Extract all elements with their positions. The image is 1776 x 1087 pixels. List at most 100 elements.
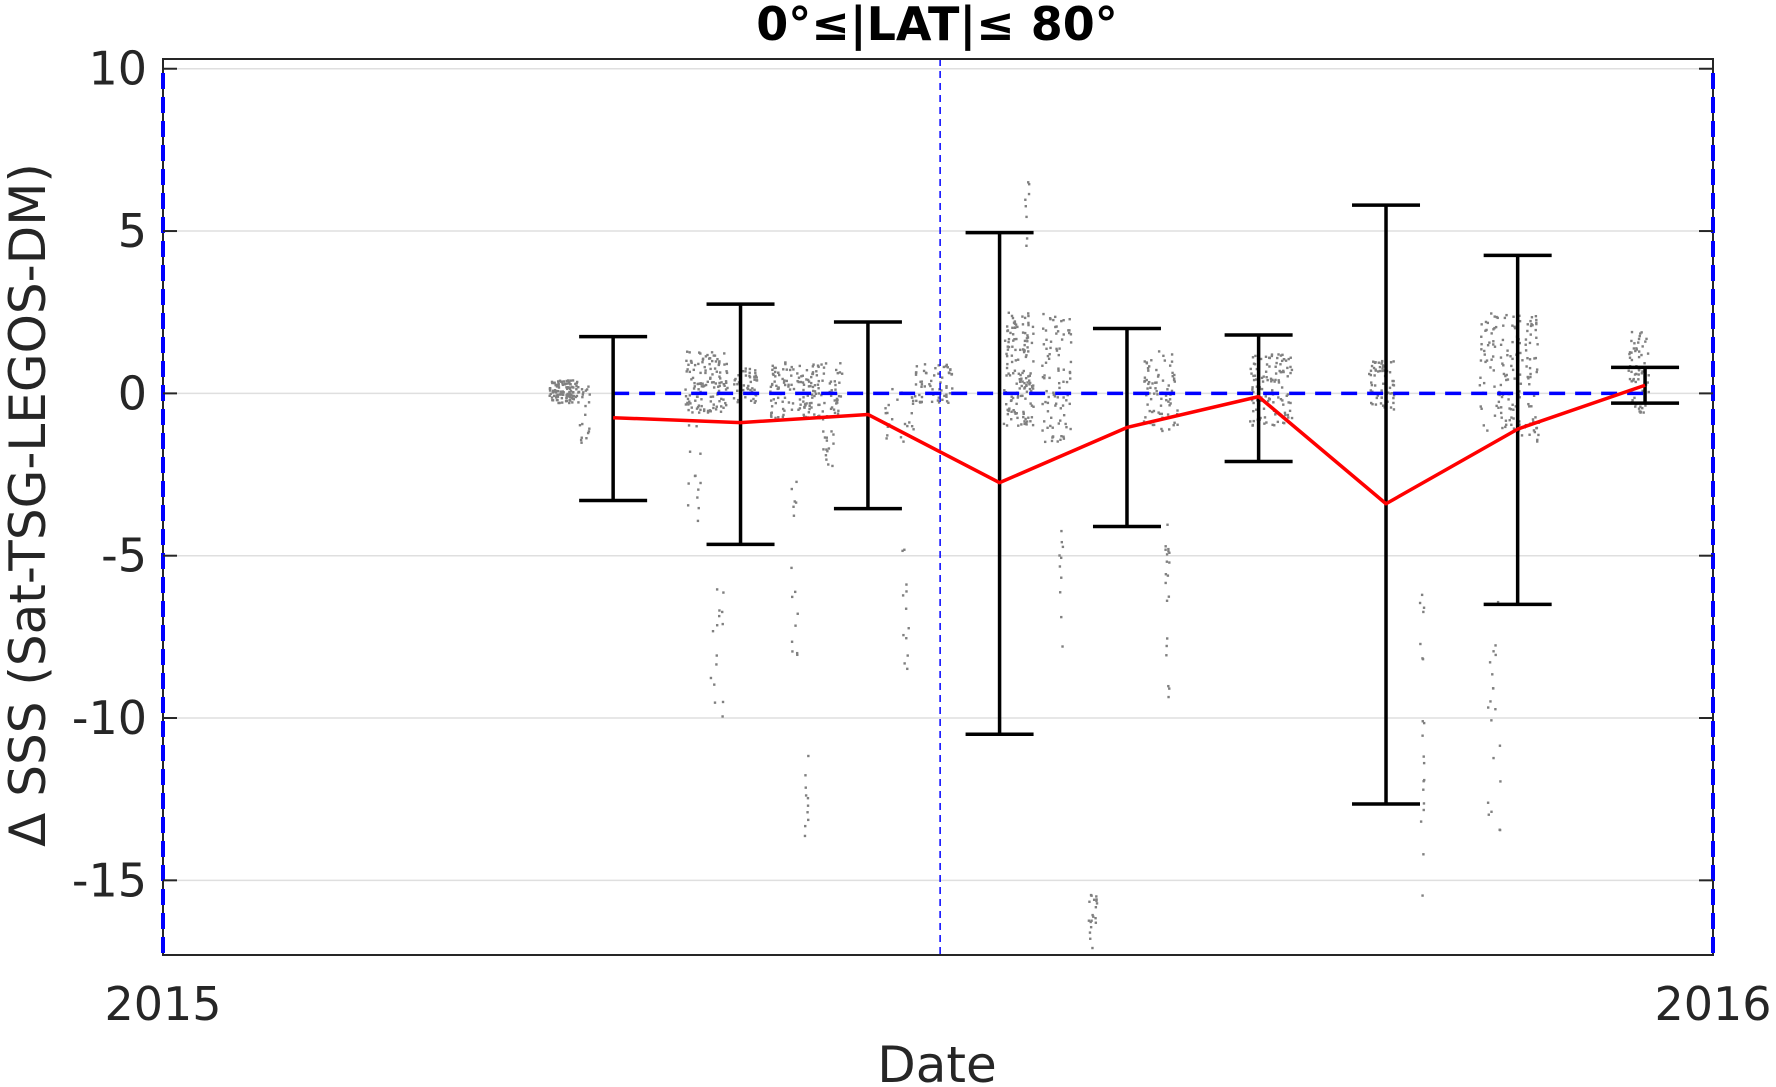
scatter-point	[1060, 540, 1064, 544]
scatter-point	[1647, 374, 1650, 377]
scatter-point	[1023, 422, 1026, 426]
scatter-point	[792, 505, 795, 508]
scatter-point	[920, 385, 923, 389]
scatter-point	[813, 394, 816, 398]
scatter-point	[1025, 383, 1028, 387]
scatter-point	[715, 624, 719, 627]
scatter-point	[577, 390, 581, 394]
scatter-point	[1286, 393, 1290, 396]
scatter-point	[1015, 402, 1018, 406]
scatter-point	[1637, 369, 1641, 372]
scatter-point	[783, 383, 787, 387]
scatter-point	[1041, 402, 1044, 406]
scatter-point	[1146, 403, 1149, 406]
scatter-point	[811, 371, 815, 374]
scatter-point	[568, 401, 571, 405]
scatter-point	[815, 374, 819, 377]
scatter-point	[1273, 380, 1276, 383]
scatter-point	[811, 372, 815, 376]
scatter-point	[1634, 349, 1637, 353]
scatter-point	[718, 381, 721, 385]
scatter-point	[783, 409, 786, 412]
scatter-point	[1048, 352, 1051, 356]
scatter-point	[571, 385, 574, 389]
scatter-point	[1489, 366, 1492, 369]
scatter-point	[1158, 412, 1162, 416]
scatter-point	[715, 370, 719, 373]
scatter-point	[1005, 366, 1009, 370]
scatter-point	[1027, 192, 1031, 196]
scatter-point	[1166, 637, 1169, 640]
scatter-point	[1251, 386, 1254, 389]
scatter-point	[1374, 361, 1377, 364]
scatter-point	[1043, 420, 1046, 423]
scatter-point	[806, 804, 810, 807]
scatter-point	[1055, 347, 1058, 351]
scatter-point	[944, 365, 948, 368]
scatter-point	[1272, 401, 1275, 404]
scatter-point	[1145, 361, 1148, 364]
scatter-point	[829, 407, 833, 411]
scatter-point	[1508, 418, 1511, 422]
scatter-point	[800, 375, 803, 378]
scatter-point	[1488, 341, 1491, 344]
scatter-point	[726, 386, 729, 390]
scatter-point	[568, 391, 571, 395]
scatter-point	[810, 381, 813, 385]
scatter-point	[1392, 401, 1395, 405]
scatter-point	[1018, 380, 1022, 384]
scatter-point	[1381, 367, 1384, 370]
scatter-point	[1263, 416, 1267, 419]
scatter-point	[812, 363, 815, 366]
scatter-point	[1155, 389, 1158, 393]
scatter-point	[1022, 369, 1026, 373]
scatter-point	[1149, 397, 1153, 401]
scatter-point	[724, 401, 727, 405]
scatter-point	[1512, 408, 1515, 411]
scatter-point	[775, 384, 778, 388]
scatter-point	[1506, 353, 1509, 357]
scatter-point	[1045, 389, 1048, 393]
scatter-point	[1025, 244, 1028, 247]
scatter-point	[578, 424, 582, 427]
scatter-point	[1529, 372, 1532, 376]
scatter-point	[1504, 423, 1508, 426]
scatter-point	[1017, 424, 1020, 427]
scatter-point	[1382, 365, 1385, 368]
scatter-point	[1480, 335, 1483, 338]
scatter-point	[1154, 381, 1157, 384]
scatter-point	[1252, 374, 1255, 378]
scatter-point	[790, 374, 793, 377]
scatter-point	[1007, 345, 1011, 349]
scatter-point	[575, 382, 578, 385]
scatter-point	[1173, 380, 1177, 383]
scatter-point	[839, 395, 843, 398]
scatter-point	[697, 404, 701, 407]
scatter-point	[552, 390, 555, 394]
scatter-point	[1261, 380, 1265, 383]
scatter-point	[1422, 853, 1425, 856]
scatter-point	[1143, 376, 1147, 379]
scatter-point	[704, 369, 707, 372]
scatter-point	[695, 407, 699, 410]
scatter-point	[1274, 378, 1277, 382]
scatter-point	[1628, 356, 1632, 359]
scatter-point	[1016, 416, 1019, 420]
scatter-point	[697, 488, 700, 491]
scatter-point	[1278, 369, 1281, 373]
scatter-point	[774, 401, 777, 405]
scatter-point	[1373, 384, 1377, 387]
scatter-point	[1044, 400, 1047, 404]
scatter-point	[699, 481, 702, 485]
scatter-point	[1021, 394, 1024, 397]
scatter-point	[1167, 550, 1170, 553]
scatter-point	[825, 436, 828, 439]
scatter-point	[769, 385, 773, 389]
scatter-point	[1644, 340, 1647, 343]
scatter-point	[1095, 899, 1098, 903]
scatter-point	[744, 370, 747, 373]
scatter-point	[685, 350, 689, 353]
scatter-point	[584, 404, 587, 408]
scatter-point	[1057, 369, 1060, 372]
scatter-point	[1176, 409, 1179, 412]
